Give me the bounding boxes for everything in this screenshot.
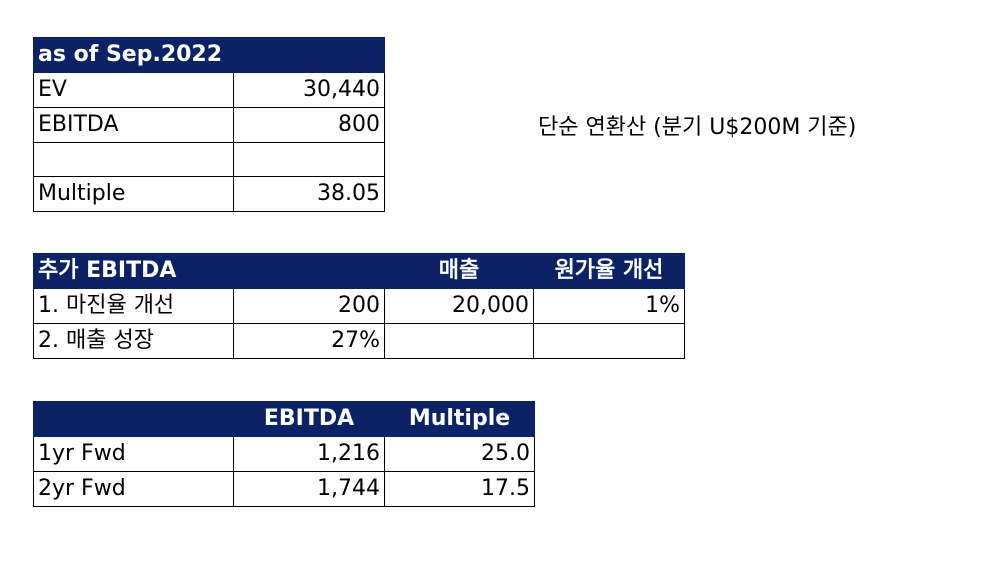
forward-header-ebitda: EBITDA [233, 401, 385, 437]
valuation-header-row: as of Sep.2022 [32, 37, 386, 73]
additional-header-title: 추가 EBITDA [33, 253, 234, 289]
valuation-table: as of Sep.2022 EV 30,440 EBITDA 800 Mult… [32, 37, 386, 212]
table-row: Multiple 38.05 [33, 176, 386, 212]
forward-header-multiple: Multiple [384, 401, 535, 437]
table-row: EV 30,440 [33, 72, 386, 108]
additional-sales: 20,000 [384, 288, 534, 324]
additional-value: 27% [233, 323, 385, 359]
valuation-label-multiple: Multiple [33, 176, 234, 212]
additional-header-col2 [233, 253, 385, 289]
valuation-label-empty [33, 142, 234, 177]
forward-label: 1yr Fwd [33, 436, 234, 472]
additional-value: 200 [233, 288, 385, 324]
table-row: 2. 매출 성장 27% [33, 323, 685, 359]
table-row: 1yr Fwd 1,216 25.0 [33, 436, 535, 472]
forward-ebitda: 1,744 [233, 471, 385, 507]
valuation-label-ebitda: EBITDA [33, 107, 234, 143]
additional-label: 2. 매출 성장 [33, 323, 234, 359]
table-row: 1. 마진율 개선 200 20,000 1% [33, 288, 685, 324]
additional-improvement [533, 323, 685, 359]
additional-header-sales: 매출 [384, 253, 534, 289]
table-row: 2yr Fwd 1,744 17.5 [33, 471, 535, 507]
valuation-header: as of Sep.2022 [32, 37, 386, 73]
table-row: EBITDA 800 [33, 107, 386, 143]
additional-header-row: 추가 EBITDA 매출 원가율 개선 [33, 253, 685, 289]
forward-multiple: 17.5 [384, 471, 535, 507]
additional-ebitda-table: 추가 EBITDA 매출 원가율 개선 1. 마진율 개선 200 20,000… [33, 253, 685, 359]
additional-sales [384, 323, 534, 359]
valuation-value-empty [232, 142, 386, 177]
valuation-value-ebitda: 800 [232, 107, 386, 143]
additional-improvement: 1% [533, 288, 685, 324]
forward-label: 2yr Fwd [33, 471, 234, 507]
additional-header-improvement: 원가율 개선 [533, 253, 685, 289]
valuation-label-ev: EV [33, 72, 234, 108]
valuation-value-multiple: 38.05 [232, 176, 386, 212]
annualization-note: 단순 연환산 (분기 U$200M 기준) [538, 115, 857, 140]
forward-ebitda: 1,216 [233, 436, 385, 472]
forward-multiple: 25.0 [384, 436, 535, 472]
forward-header-blank [33, 401, 234, 437]
additional-label: 1. 마진율 개선 [33, 288, 234, 324]
forward-table: EBITDA Multiple 1yr Fwd 1,216 25.0 2yr F… [33, 401, 535, 507]
valuation-value-ev: 30,440 [232, 72, 386, 108]
table-row [33, 142, 386, 177]
forward-header-row: EBITDA Multiple [33, 401, 535, 437]
